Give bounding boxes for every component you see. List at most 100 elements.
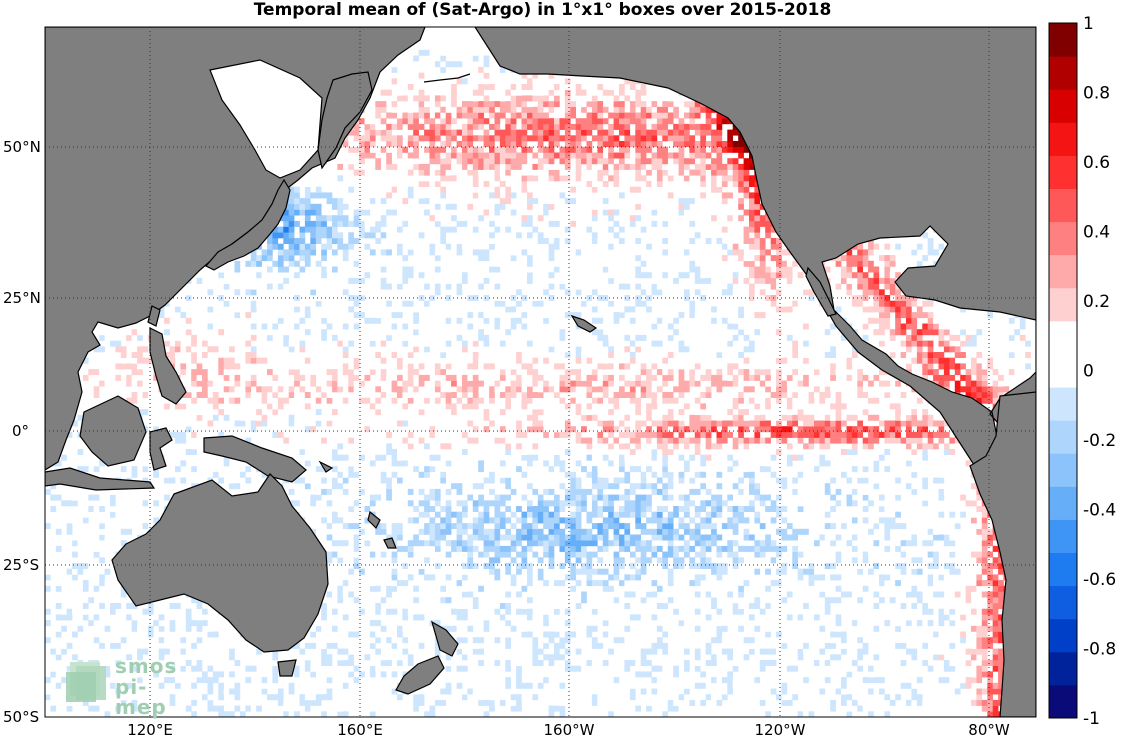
- anomaly-cell: [93, 386, 100, 393]
- anomaly-cell: [483, 671, 490, 678]
- anomaly-cell: [505, 563, 512, 569]
- anomaly-cell: [846, 671, 853, 678]
- anomaly-cell: [868, 580, 874, 587]
- anomaly-cell: [429, 625, 436, 632]
- anomaly-cell: [158, 620, 165, 627]
- anomaly-cell: [635, 620, 642, 627]
- anomaly-cell: [564, 540, 571, 547]
- anomaly-cell: [684, 614, 690, 621]
- anomaly-cell: [835, 369, 842, 376]
- anomaly-cell: [137, 660, 143, 666]
- anomaly-cell: [738, 671, 744, 678]
- anomaly-cell: [332, 386, 338, 393]
- anomaly-cell: [824, 449, 831, 455]
- anomaly-cell: [332, 369, 338, 376]
- anomaly-cell: [889, 420, 896, 427]
- anomaly-cell: [895, 642, 901, 649]
- anomaly-cell: [711, 637, 717, 644]
- anomaly-cell: [483, 500, 490, 507]
- anomaly-cell: [337, 506, 344, 512]
- anomaly-cell: [169, 620, 176, 627]
- anomaly-cell: [554, 517, 560, 524]
- anomaly-cell: [494, 660, 501, 666]
- anomaly-cell: [451, 392, 457, 398]
- anomaly-cell: [158, 614, 165, 621]
- anomaly-cell: [413, 534, 419, 541]
- anomaly-cell: [185, 660, 192, 666]
- anomaly-cell: [873, 608, 880, 615]
- anomaly-cell: [521, 534, 528, 541]
- anomaly-cell: [440, 528, 447, 535]
- anomaly-cell: [586, 392, 593, 398]
- anomaly-cell: [564, 637, 571, 644]
- anomaly-cell: [223, 688, 230, 695]
- anomaly-cell: [516, 466, 522, 473]
- anomaly-cell: [364, 654, 371, 661]
- anomaly-cell: [348, 369, 355, 376]
- anomaly-cell: [949, 551, 956, 558]
- anomaly-cell: [911, 654, 918, 661]
- anomaly-cell: [418, 409, 425, 416]
- anomaly-cell: [873, 483, 880, 490]
- anomaly-cell: [635, 380, 642, 387]
- anomaly-cell: [554, 614, 560, 621]
- anomaly-cell: [72, 551, 78, 558]
- anomaly-cell: [50, 671, 57, 678]
- anomaly-cell: [521, 386, 528, 393]
- anomaly-cell: [776, 426, 782, 433]
- anomaly-cell: [684, 460, 690, 467]
- anomaly-cell: [559, 580, 566, 587]
- anomaly-cell: [564, 534, 571, 541]
- anomaly-cell: [819, 591, 826, 598]
- anomaly-cell: [673, 551, 679, 558]
- anomaly-cell: [911, 603, 918, 609]
- anomaly-cell: [906, 443, 912, 450]
- anomaly-cell: [922, 443, 929, 450]
- anomaly-cell: [586, 631, 593, 638]
- anomaly-cell: [629, 511, 636, 518]
- anomaly-cell: [359, 608, 365, 615]
- anomaly-cell: [673, 642, 679, 649]
- anomaly-cell: [716, 494, 723, 501]
- anomaly-cell: [879, 688, 885, 695]
- anomaly-cell: [537, 660, 544, 666]
- anomaly-cell: [911, 483, 918, 490]
- anomaly-cell: [667, 688, 674, 695]
- anomaly-cell: [933, 574, 939, 581]
- anomaly-cell: [792, 454, 799, 461]
- anomaly-cell: [732, 460, 739, 467]
- anomaly-cell: [824, 631, 831, 638]
- anomaly-cell: [353, 523, 360, 530]
- anomaly-cell: [841, 688, 847, 695]
- anomaly-cell: [321, 477, 327, 484]
- anomaly-cell: [873, 540, 880, 547]
- anomaly-cell: [131, 374, 138, 381]
- anomaly-cell: [164, 603, 170, 609]
- anomaly-cell: [938, 494, 945, 501]
- anomaly-cell: [868, 454, 874, 461]
- anomaly-cell: [727, 517, 734, 524]
- anomaly-cell: [234, 682, 241, 689]
- anomaly-cell: [846, 431, 853, 438]
- anomaly-cell: [889, 580, 896, 587]
- anomaly-cell: [824, 380, 831, 387]
- anomaly-cell: [169, 625, 176, 632]
- anomaly-cell: [749, 603, 755, 609]
- anomaly-cell: [510, 363, 517, 370]
- anomaly-cell: [911, 568, 918, 575]
- anomaly-cell: [115, 603, 122, 609]
- anomaly-cell: [494, 409, 501, 416]
- anomaly-cell: [375, 608, 382, 615]
- anomaly-cell: [803, 642, 809, 649]
- anomaly-cell: [900, 660, 907, 666]
- anomaly-cell: [667, 483, 674, 490]
- anomaly-cell: [646, 671, 652, 678]
- anomaly-cell: [110, 608, 116, 615]
- anomaly-cell: [602, 534, 609, 541]
- anomaly-cell: [803, 426, 809, 433]
- anomaly-cell: [954, 517, 961, 524]
- anomaly-cell: [684, 620, 690, 627]
- anomaly-cell: [212, 426, 219, 433]
- anomaly-cell: [743, 443, 750, 450]
- anomaly-cell: [884, 699, 891, 706]
